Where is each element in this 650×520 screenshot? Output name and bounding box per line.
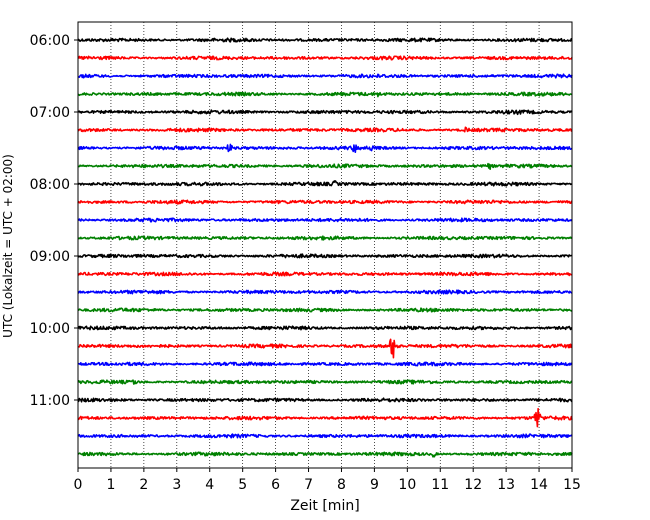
x-tick-label: 13 (497, 477, 515, 493)
x-tick-label: 8 (337, 477, 346, 493)
trace-group (77, 37, 573, 458)
x-tick-label: 3 (172, 477, 181, 493)
trace-line (77, 143, 573, 154)
x-tick-label: 7 (304, 477, 313, 493)
trace-line (77, 307, 573, 313)
trace-line (77, 407, 573, 428)
trace-line (77, 289, 573, 295)
x-tick-label: 2 (139, 477, 148, 493)
x-tick-label: 11 (431, 477, 449, 493)
trace-line (77, 361, 573, 367)
x-tick-label: 15 (563, 477, 581, 493)
trace-line (77, 397, 573, 403)
x-tick-label: 4 (205, 477, 214, 493)
y-axis-label: UTC (Lokalzeit = UTC + 02:00) (1, 154, 15, 338)
trace-line (77, 338, 573, 359)
trace-line (77, 73, 573, 79)
trace-line (77, 379, 573, 385)
y-tick-label: 10:00 (30, 321, 70, 337)
trace-line (77, 126, 573, 133)
trace-line (77, 451, 573, 458)
vertical-grid (110, 22, 540, 468)
trace-line (77, 91, 573, 98)
x-axis: 0 1 2 3 4 5 6 7 8 9 10 11 12 13 14 15 (74, 468, 581, 493)
plot-frame (77, 21, 573, 469)
trace-line (77, 37, 573, 43)
y-tick-label: 08:00 (30, 177, 70, 193)
trace-line (77, 199, 573, 205)
trace-line (77, 253, 573, 259)
y-tick-label: 06:00 (30, 33, 70, 49)
trace-line (77, 271, 573, 277)
y-axis: 06:00 07:00 08:00 09:00 10:00 11:00 (30, 33, 78, 409)
trace-line (77, 217, 573, 223)
y-tick-label: 11:00 (30, 393, 70, 409)
x-tick-label: 14 (530, 477, 548, 493)
x-tick-label: 5 (238, 477, 247, 493)
trace-line (77, 325, 573, 331)
trace-line (77, 235, 573, 241)
trace-line (77, 180, 573, 187)
y-tick-label: 07:00 (30, 105, 70, 121)
y-tick-label: 09:00 (30, 249, 70, 265)
trace-line (77, 55, 573, 61)
trace-line (77, 162, 573, 171)
x-tick-label: 0 (74, 477, 83, 493)
x-axis-label: Zeit [min] (290, 498, 359, 514)
x-tick-label: 10 (398, 477, 416, 493)
trace-line (77, 433, 573, 439)
trace-line (77, 109, 573, 116)
x-tick-label: 9 (370, 477, 379, 493)
x-tick-label: 1 (106, 477, 115, 493)
x-tick-label: 6 (271, 477, 280, 493)
x-tick-label: 12 (464, 477, 482, 493)
